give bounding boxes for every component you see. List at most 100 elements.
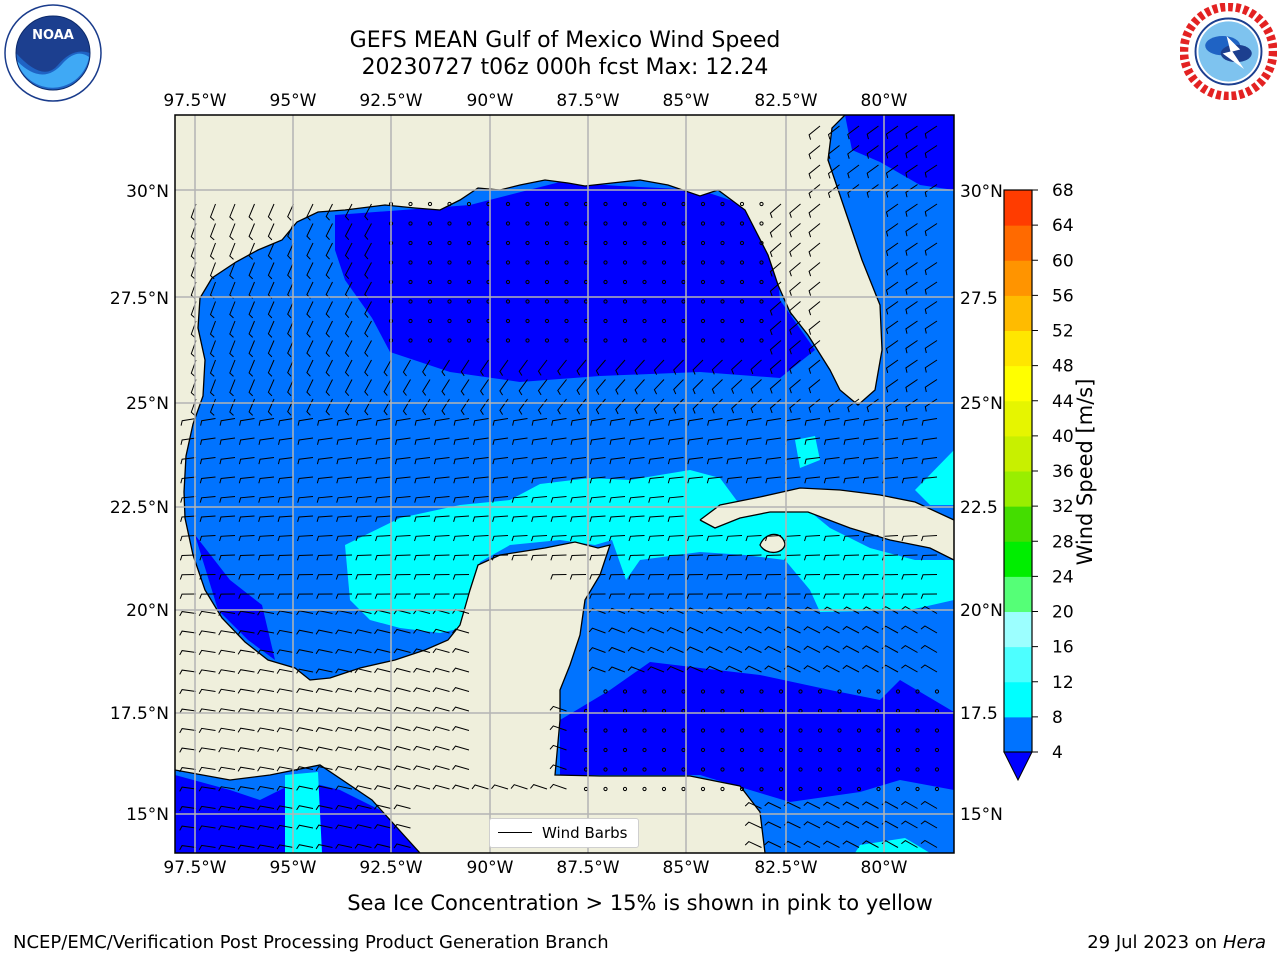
wind-barb-calm [915, 767, 920, 772]
wind-barb-calm [837, 747, 842, 753]
wind-barb [615, 359, 626, 376]
wind-barb [764, 801, 782, 809]
wind-barb [827, 145, 840, 160]
wind-barb [452, 765, 470, 770]
wind-barb [306, 223, 314, 241]
wind-barb [608, 666, 626, 673]
wind-barb [296, 785, 314, 791]
wind-barb-calm [408, 201, 413, 207]
wind-barb [413, 574, 431, 580]
wind-barb [901, 605, 918, 614]
wind-barb [531, 496, 548, 503]
wind-barb [441, 379, 450, 396]
wind-barb [808, 145, 821, 160]
wind-barb [315, 805, 333, 811]
wind-barb [789, 301, 801, 316]
wind-barb [432, 648, 450, 654]
wind-barb [725, 593, 743, 599]
wind-barb [402, 359, 411, 377]
wind-barb [808, 262, 821, 277]
wind-barb [711, 379, 723, 394]
wind-barb [634, 359, 645, 376]
wind-barb-calm [778, 689, 784, 694]
wind-barb [180, 418, 197, 426]
wind-barb [237, 727, 255, 733]
wind-barb-calm [505, 221, 511, 226]
wind-barb [706, 574, 723, 580]
wind-barb [336, 418, 353, 426]
colorbar-segment [1004, 646, 1032, 683]
wind-barb [885, 164, 899, 179]
wind-barb [335, 785, 353, 791]
wind-barb [551, 418, 567, 426]
wind-barb-calm [642, 728, 647, 733]
wind-barb [316, 515, 333, 522]
wind-barb-calm [642, 279, 647, 285]
wind-barb [808, 164, 821, 179]
wind-barb-calm [739, 767, 745, 772]
wind-barb [393, 667, 411, 673]
wind-barb [666, 646, 684, 653]
wind-barb [237, 688, 255, 694]
wind-barb [550, 515, 567, 522]
wind-barb [627, 627, 645, 634]
wind-barb [344, 262, 353, 280]
wind-barb [921, 535, 938, 542]
wind-barb [453, 496, 470, 503]
wind-barb [355, 457, 372, 465]
wind-barb [905, 203, 918, 217]
wind-barb [823, 574, 840, 580]
wind-barb [803, 801, 821, 809]
wind-barb-calm [876, 689, 881, 694]
wind-barb-calm [642, 221, 647, 226]
colorbar-tick-label: 24 [1052, 567, 1074, 587]
wind-barb [769, 340, 782, 355]
wind-barb [257, 785, 275, 792]
wind-barb [180, 437, 197, 445]
wind-barb-calm [603, 221, 608, 226]
wind-barb [219, 457, 236, 465]
wind-barb [238, 457, 255, 465]
wind-barb-calm [603, 747, 608, 753]
wind-barb [924, 262, 938, 276]
lat-tick: 17.5°N [110, 704, 169, 724]
wind-barb-calm [720, 240, 725, 246]
wind-barb [344, 340, 353, 358]
wind-barb [608, 593, 626, 599]
lon-tick: 92.5°W [359, 858, 422, 878]
wind-barb [692, 359, 704, 375]
wind-barb-calm [427, 338, 433, 343]
wind-barb [336, 476, 353, 484]
wind-barb [297, 457, 314, 465]
wind-barb-calm [408, 338, 413, 343]
wind-barb [258, 476, 275, 484]
wind-barb [885, 184, 899, 198]
wind-barb [237, 669, 255, 675]
wind-barb [628, 535, 645, 542]
wind-barb-calm [505, 260, 511, 265]
wind-barb [803, 665, 821, 673]
wind-barb [647, 574, 665, 580]
wind-barb [433, 593, 450, 599]
wind-barb [200, 418, 216, 426]
wind-barb-calm [759, 689, 764, 694]
lon-tick: 82.5°W [754, 858, 817, 878]
wind-barb [648, 437, 665, 445]
wind-barb [905, 164, 918, 178]
wind-barb-calm [934, 728, 940, 733]
wind-barb-calm [642, 240, 647, 246]
wind-barb [531, 437, 548, 445]
wind-barb [744, 626, 762, 634]
wind-barb-calm [466, 318, 472, 324]
wind-barb [764, 574, 782, 580]
wind-barb [257, 766, 275, 772]
wind-barb [686, 574, 704, 580]
wind-barb-calm [798, 747, 803, 753]
wind-barb [492, 515, 509, 522]
wind-barb [589, 476, 606, 484]
colorbar-segment [1004, 506, 1032, 542]
wind-barb-calm [603, 338, 608, 343]
wind-barb [843, 457, 860, 465]
wind-barb [472, 515, 489, 522]
wind-barb [355, 535, 372, 542]
